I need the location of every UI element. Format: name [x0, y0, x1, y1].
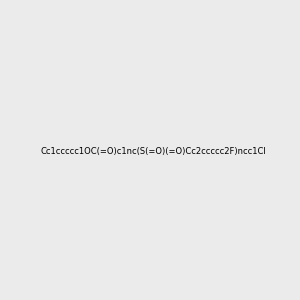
Text: Cc1ccccc1OC(=O)c1nc(S(=O)(=O)Cc2ccccc2F)ncc1Cl: Cc1ccccc1OC(=O)c1nc(S(=O)(=O)Cc2ccccc2F)…: [41, 147, 267, 156]
